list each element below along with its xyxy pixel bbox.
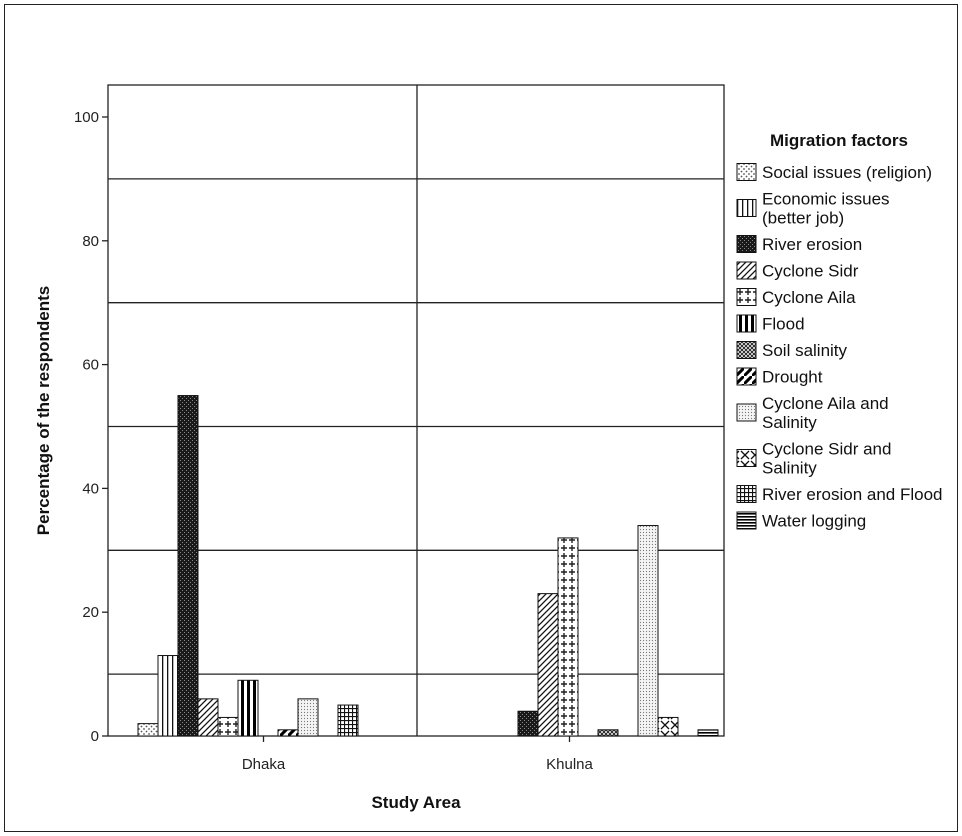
bar: [597, 729, 619, 737]
legend-label: Salinity: [762, 459, 817, 478]
bar: [537, 593, 559, 737]
legend-swatch: [736, 403, 757, 422]
legend-label: (better job): [762, 209, 844, 228]
legend-swatch: [736, 235, 757, 253]
legend-label: Economic issues: [762, 190, 890, 209]
legend-swatch: [736, 261, 757, 280]
legend-swatch: [736, 485, 757, 503]
y-axis: 0 20 40 60 80 100: [74, 109, 108, 745]
legend-swatch: [736, 288, 757, 306]
legend: Migration factors Social issues (religio…: [736, 131, 942, 531]
legend-label: River erosion: [762, 235, 862, 254]
x-tick-label: Dhaka: [242, 756, 286, 773]
y-tick-label: 20: [82, 604, 99, 621]
gridlines: [108, 178, 724, 675]
y-tick-label: 40: [82, 480, 99, 497]
legend-label: Salinity: [762, 413, 817, 432]
bar: [157, 655, 179, 737]
bar: [217, 716, 239, 737]
legend-label: Cyclone Aila: [762, 288, 856, 307]
legend-title: Migration factors: [770, 131, 908, 150]
legend-swatch: [736, 314, 757, 333]
legend-label: Soil salinity: [762, 341, 848, 360]
bar: [137, 723, 159, 737]
y-tick-label: 0: [91, 728, 99, 745]
bar: [177, 395, 199, 737]
legend-swatch: [736, 511, 757, 530]
legend-label: Social issues (religion): [762, 163, 932, 182]
x-axis-title: Study Area: [371, 793, 461, 812]
legend-label: Flood: [762, 315, 805, 334]
legend-label: Cyclone Sidr: [762, 262, 859, 281]
chart-frame: [4, 4, 958, 832]
legend-swatch: [736, 367, 757, 386]
y-tick-label: 80: [82, 233, 99, 250]
legend-swatch: [736, 199, 757, 217]
bar: [197, 698, 219, 737]
legend-swatch: [736, 341, 757, 359]
bar: [517, 710, 539, 737]
y-tick-label: 60: [82, 357, 99, 374]
legend-label: Cyclone Sidr and: [762, 440, 891, 459]
bar: [657, 716, 679, 737]
bars: [137, 395, 719, 737]
x-tick-label: Khulna: [546, 756, 593, 773]
bar: [637, 525, 659, 737]
legend-label: Drought: [762, 368, 823, 387]
plot-area: [107, 84, 725, 737]
bar: [337, 704, 359, 737]
bar: [277, 729, 299, 737]
y-tick-label: 100: [74, 109, 99, 126]
legend-swatch: [736, 449, 757, 467]
legend-label: River erosion and Flood: [762, 485, 942, 504]
x-axis: Dhaka Khulna: [242, 736, 594, 773]
bar: [697, 729, 719, 737]
legend-label: Water logging: [762, 512, 866, 531]
bar: [297, 698, 319, 737]
bar: [557, 537, 579, 737]
bar: [237, 679, 259, 737]
legend-label: Cyclone Aila and: [762, 394, 889, 413]
legend-swatch: [736, 163, 757, 181]
y-axis-title: Percentage of the respondents: [34, 286, 53, 535]
